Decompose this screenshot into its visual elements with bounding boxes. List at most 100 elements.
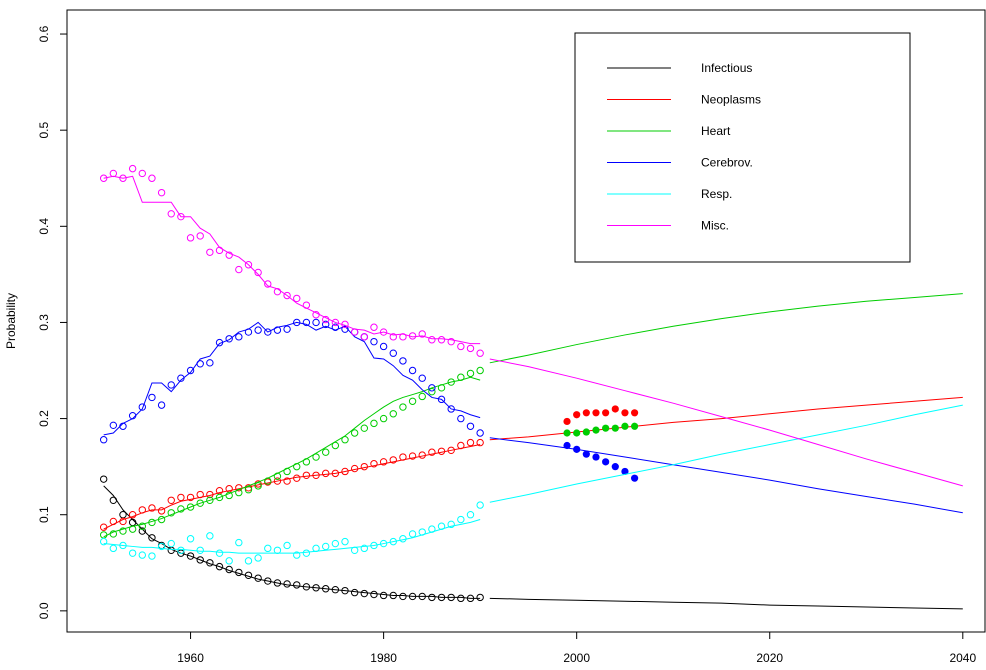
observed-point — [215, 246, 224, 255]
observed-point — [476, 593, 484, 602]
observed-point — [399, 592, 407, 601]
observed-point — [264, 477, 272, 485]
observed-point — [283, 325, 291, 333]
observed-point — [157, 401, 166, 409]
y-tick-label: 0.0 — [37, 602, 51, 619]
observed-point — [128, 411, 137, 420]
observed-point — [215, 562, 224, 571]
observed-point — [273, 579, 282, 587]
x-tick-label: 2000 — [563, 651, 590, 665]
observed-point — [466, 369, 475, 378]
observed-point — [408, 530, 417, 538]
observed-point — [196, 490, 204, 499]
observed-point — [428, 593, 436, 602]
observed-point — [341, 537, 349, 546]
observed-point — [447, 446, 455, 455]
line-fitted — [103, 175, 481, 345]
observed-point — [389, 537, 397, 546]
legend-box — [574, 32, 911, 263]
line-forecast — [489, 358, 963, 487]
observed-point — [99, 537, 108, 546]
observed-point — [138, 551, 146, 559]
observed-point — [264, 544, 272, 553]
observed-point — [389, 410, 397, 418]
observed-point — [254, 554, 262, 562]
recent-point — [582, 450, 590, 458]
observed-point — [196, 360, 204, 368]
observed-point — [389, 591, 397, 600]
line-fitted — [103, 444, 481, 530]
observed-point — [457, 342, 465, 351]
recent-point — [592, 409, 600, 417]
x-tick-label: 2020 — [756, 651, 783, 665]
observed-point — [331, 469, 340, 478]
recent-point — [592, 426, 600, 434]
observed-point — [167, 381, 175, 389]
observed-point — [225, 557, 233, 565]
observed-point — [215, 338, 224, 347]
observed-point — [466, 594, 475, 603]
recent-point — [621, 409, 629, 417]
observed-point — [341, 436, 349, 444]
recent-point — [602, 409, 610, 417]
observed-point — [148, 393, 156, 402]
observed-point — [283, 291, 291, 300]
observed-point — [408, 592, 417, 601]
observed-point — [418, 330, 426, 338]
observed-point — [225, 251, 233, 259]
observed-point — [235, 265, 243, 274]
observed-point — [379, 591, 388, 600]
observed-point — [157, 188, 166, 197]
observed-point — [447, 520, 455, 529]
observed-point — [302, 318, 311, 327]
observed-point — [379, 414, 388, 423]
observed-point — [379, 342, 388, 351]
recent-point — [611, 463, 619, 471]
observed-point — [350, 328, 359, 336]
observed-point — [225, 565, 233, 574]
observed-point — [148, 504, 156, 512]
observed-point — [437, 522, 446, 530]
observed-point — [119, 541, 127, 550]
observed-point — [350, 546, 359, 554]
observed-point — [341, 586, 349, 595]
observed-point — [225, 491, 233, 500]
observed-point — [370, 337, 378, 346]
observed-point — [206, 532, 214, 540]
observed-point — [244, 486, 253, 494]
observed-point — [186, 234, 195, 242]
observed-point — [293, 551, 301, 559]
observed-point — [148, 174, 156, 182]
observed-point — [293, 581, 301, 589]
observed-point — [350, 464, 359, 473]
observed-point — [302, 471, 311, 479]
recent-point — [592, 453, 600, 461]
line-fitted — [103, 376, 481, 538]
observed-point — [273, 546, 282, 554]
observed-point — [177, 212, 185, 221]
recent-point — [630, 422, 639, 430]
observed-point — [273, 472, 282, 480]
observed-point — [331, 586, 340, 594]
observed-point — [128, 549, 137, 557]
observed-point — [138, 527, 146, 535]
observed-point — [399, 535, 407, 543]
observed-point — [457, 441, 465, 450]
legend-label: Cerebrov. — [701, 156, 753, 170]
recent-point — [611, 405, 619, 413]
observed-point — [177, 493, 185, 502]
line-fitted — [103, 485, 481, 599]
observed-point — [466, 438, 475, 447]
observed-point — [447, 378, 455, 386]
observed-point — [244, 557, 253, 565]
observed-point — [215, 493, 224, 502]
observed-point — [206, 559, 214, 567]
observed-point — [293, 462, 301, 471]
observed-point — [196, 499, 204, 507]
observed-point — [273, 287, 282, 296]
observed-point — [418, 451, 426, 459]
recent-point — [563, 429, 571, 437]
observed-point — [322, 448, 330, 456]
observed-point — [293, 474, 301, 482]
observed-point — [119, 517, 127, 526]
